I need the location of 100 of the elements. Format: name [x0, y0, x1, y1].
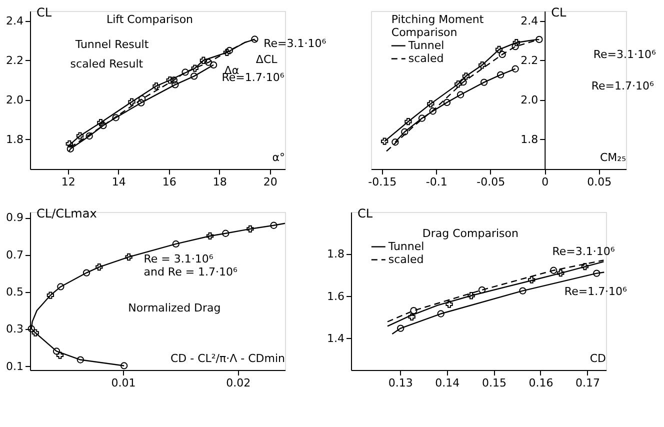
point — [480, 78, 488, 86]
text: Drag Comparison — [422, 226, 518, 240]
point — [76, 356, 84, 364]
annotation: scaled Result — [70, 58, 144, 71]
point — [456, 91, 464, 98]
x-tick-label: 16 — [162, 176, 176, 188]
point — [437, 310, 444, 318]
point — [581, 262, 589, 270]
point — [82, 269, 90, 276]
point — [429, 108, 436, 115]
point — [206, 232, 214, 240]
y-tick-label: 2.0 — [6, 93, 24, 106]
point — [512, 39, 520, 46]
point — [190, 72, 198, 80]
x-axis-title: CM₂₅ — [600, 151, 626, 164]
y-tick-label: 1.8 — [6, 132, 24, 146]
point — [410, 307, 418, 314]
point — [46, 292, 54, 299]
point — [96, 263, 103, 271]
y-tick-label: 2.2 — [520, 54, 538, 67]
y-tick-label: 1.8 — [520, 132, 538, 146]
point — [86, 132, 93, 140]
point — [56, 352, 64, 359]
x-tick-label: 0.14 — [435, 376, 460, 390]
x-tick-label: 20 — [263, 176, 278, 188]
point — [172, 81, 179, 88]
point — [100, 122, 107, 130]
point — [443, 98, 451, 106]
x-tick-label: -0.1 — [426, 176, 448, 188]
point — [57, 283, 64, 290]
y-axis-title: CL — [36, 6, 52, 20]
point — [32, 329, 39, 336]
point — [478, 62, 486, 69]
legend-label: scaled — [388, 252, 424, 266]
chart-title: Lift Comparison — [106, 13, 194, 26]
annotation: Re=1.7·10⁶ — [222, 71, 285, 84]
text: Pitching Moment Comparison — [391, 13, 484, 40]
point — [478, 286, 486, 294]
point — [28, 325, 35, 332]
annotation: Tunnel Result — [74, 38, 150, 52]
point — [512, 65, 519, 72]
x-tick-label: 0.15 — [482, 376, 506, 390]
annotation: Re = 3.1·10⁶ and Re = 1.7·10⁶ — [144, 252, 238, 278]
point — [191, 64, 198, 72]
point — [519, 287, 526, 294]
point — [397, 324, 404, 332]
point — [462, 72, 470, 80]
x-axis-title: CD — [590, 352, 606, 365]
point — [223, 48, 231, 56]
point — [418, 114, 426, 122]
annotation: Re=3.1·10⁶ — [552, 244, 616, 258]
x-tick-label: 0.02 — [226, 376, 251, 390]
point — [226, 46, 234, 54]
y-tick-label: 2.0 — [520, 93, 538, 106]
point — [166, 76, 174, 84]
x-tick-label: 18 — [212, 176, 227, 188]
x-tick-label: 12 — [61, 176, 76, 188]
point — [152, 82, 160, 90]
x-tick-label: 0 — [542, 176, 549, 188]
y-tick-label: 0.3 — [6, 322, 24, 336]
point — [512, 42, 519, 50]
point — [557, 270, 564, 277]
point — [204, 58, 212, 66]
point — [593, 270, 600, 277]
point — [427, 100, 434, 108]
point — [270, 222, 278, 229]
y-axis-title: CL/CLmax — [36, 206, 97, 220]
point — [246, 225, 254, 232]
y-tick-label: 0.9 — [6, 211, 24, 224]
x-tick-label: 0.13 — [388, 376, 413, 390]
point — [401, 128, 408, 136]
point — [495, 46, 503, 54]
y-tick-label: 0.1 — [6, 360, 24, 373]
legend-label: scaled — [408, 52, 444, 65]
legend-label: Tunnel — [387, 240, 424, 253]
point — [128, 98, 136, 106]
point — [97, 119, 104, 126]
y-tick-label: 0.7 — [6, 248, 24, 262]
point — [446, 300, 453, 308]
point — [460, 78, 467, 86]
point — [536, 36, 543, 44]
point — [498, 50, 506, 58]
y-tick-label: 1.8 — [327, 248, 344, 261]
point — [112, 114, 120, 122]
y-tick-label: 2.4 — [6, 14, 24, 28]
x-axis-title: CD - CL²/π·Λ - CDmin — [170, 352, 286, 365]
point — [210, 61, 218, 68]
point — [170, 76, 178, 84]
y-tick-label: 2.2 — [6, 54, 24, 67]
point — [125, 253, 132, 261]
x-tick-label: -0.15 — [368, 176, 397, 188]
point — [468, 292, 475, 300]
point — [120, 362, 128, 370]
point — [172, 240, 180, 248]
point — [454, 80, 462, 88]
x-tick-label: 0.17 — [576, 376, 600, 390]
x-tick-label: 14 — [112, 176, 126, 188]
legend-label: Tunnel — [407, 38, 444, 52]
point — [222, 230, 230, 237]
x-tick-label: 0.05 — [587, 176, 612, 188]
